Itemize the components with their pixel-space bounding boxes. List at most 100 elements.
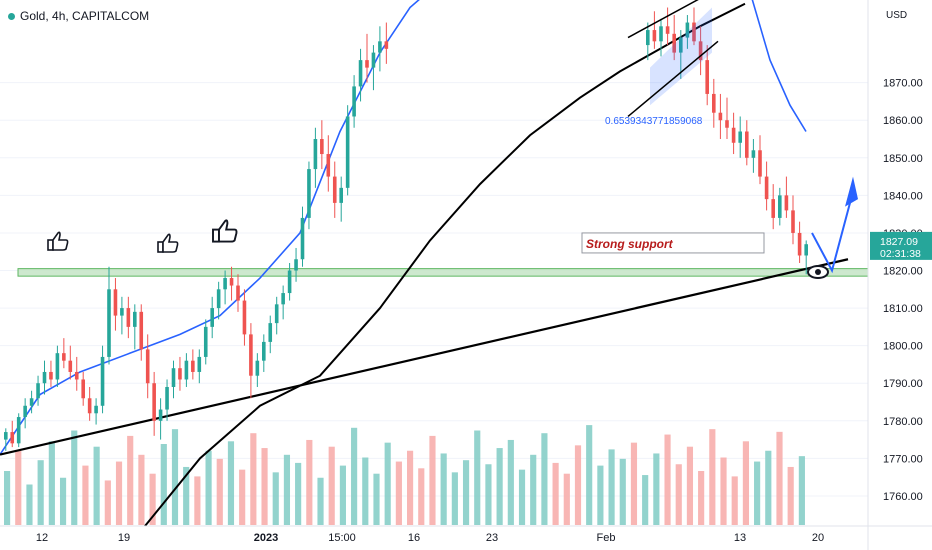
- volume-bar: [407, 450, 414, 525]
- volume-bar: [541, 433, 548, 525]
- volume-bar: [619, 458, 626, 525]
- candle-body: [771, 199, 775, 218]
- volume-bar: [373, 473, 380, 525]
- price-tick-label: 1870.00: [883, 78, 923, 90]
- candle-body: [287, 270, 292, 294]
- volume-bar: [754, 461, 761, 525]
- support-label-box: [581, 232, 765, 254]
- candle-body: [62, 353, 66, 361]
- volume-bar: [574, 445, 582, 525]
- volume-bar: [507, 439, 514, 525]
- candle-body: [229, 278, 234, 286]
- volume-bar: [93, 446, 100, 525]
- candle-body: [255, 360, 260, 376]
- eye-pupil: [815, 269, 821, 275]
- candle-body: [203, 326, 208, 357]
- volume-bar: [115, 461, 123, 525]
- candle-body: [307, 169, 311, 218]
- candle-body: [352, 86, 356, 117]
- volume-bar: [250, 433, 257, 525]
- last-price-tag: [870, 231, 932, 260]
- volume-bar: [530, 454, 537, 525]
- candle-body: [692, 22, 696, 42]
- candle-body: [16, 417, 21, 444]
- candle-body: [191, 360, 195, 372]
- volume-bar: [216, 458, 223, 525]
- candle-body: [107, 289, 111, 357]
- candle-body: [184, 360, 189, 380]
- volume-bar: [15, 450, 22, 525]
- candle-body: [300, 217, 305, 260]
- thumb-hand: [162, 233, 179, 253]
- time-tick-label: 19: [118, 532, 130, 544]
- blue-moving-average-right: [751, 0, 807, 132]
- projection-arrow-icon: [845, 176, 858, 207]
- candle-body: [42, 371, 47, 384]
- volume-bar: [272, 472, 279, 525]
- volume-bar: [317, 477, 324, 525]
- volume-bar: [675, 464, 682, 525]
- time-tick-label: 20: [812, 532, 824, 544]
- time-tick-label: Feb: [597, 532, 616, 544]
- annotations: 0.6539343771859068 Strong support: [47, 116, 858, 279]
- support-zone-group: [17, 268, 869, 277]
- time-tick-label: 23: [486, 532, 498, 544]
- candle-body: [345, 116, 350, 188]
- volume-bar: [485, 464, 492, 525]
- thumb-hand: [218, 219, 238, 243]
- candles: [4, 7, 808, 451]
- flag-channel-fill: [650, 7, 712, 106]
- candle-body: [294, 259, 298, 271]
- price-tick-label: 1800.00: [883, 341, 923, 353]
- candle-body: [652, 30, 657, 42]
- candle-body: [758, 150, 762, 177]
- volume-bar: [59, 477, 67, 525]
- chart-title: Gold, 4h, CAPITALCOM: [8, 9, 149, 23]
- candle-body: [698, 41, 703, 61]
- candle-body: [778, 195, 782, 218]
- time-tick-label: 2023: [254, 532, 278, 544]
- volume-bar: [37, 460, 44, 525]
- candle-body: [326, 154, 331, 177]
- price-tick-label: 1840.00: [883, 190, 923, 202]
- price-tick-label: 1810.00: [883, 303, 923, 315]
- volume-bar: [765, 450, 772, 525]
- volume-bar: [149, 473, 156, 525]
- volume-bar: [440, 453, 447, 525]
- candle-body: [133, 311, 137, 327]
- candle-body: [262, 341, 266, 361]
- price-tick-label: 1770.00: [883, 453, 923, 465]
- candle-body: [23, 405, 27, 418]
- price-tick-label: 1850.00: [883, 153, 923, 165]
- volume-bar: [82, 465, 89, 525]
- candle-body: [751, 150, 756, 158]
- volume-bar: [653, 453, 660, 525]
- symbol-title: Gold, 4h, CAPITALCOM: [20, 9, 150, 23]
- time-tick-label: 12: [36, 532, 48, 544]
- support-zone: [17, 268, 869, 277]
- candle-body: [791, 210, 795, 233]
- candle-body: [152, 383, 156, 421]
- candle-body: [223, 278, 227, 290]
- candle-body: [358, 60, 363, 87]
- candle-body: [68, 360, 73, 372]
- candle-body: [74, 371, 79, 380]
- volume-bar: [597, 465, 604, 525]
- candle-body: [178, 368, 182, 380]
- volume-bar: [351, 427, 358, 525]
- candle-body: [36, 383, 40, 399]
- candle-body: [804, 244, 808, 256]
- volume-bar: [205, 450, 212, 525]
- volume-bar: [384, 442, 391, 525]
- volume-bar: [362, 457, 369, 525]
- volume-bar: [127, 435, 134, 525]
- channel-drawing: [627, 0, 719, 118]
- volume-bar: [171, 429, 179, 525]
- projection-path: [811, 195, 853, 274]
- time-tick-label: 15:00: [328, 532, 356, 544]
- time-tick-label: 16: [408, 532, 420, 544]
- volume-bar: [71, 430, 78, 525]
- channel-upper-line: [627, 0, 699, 39]
